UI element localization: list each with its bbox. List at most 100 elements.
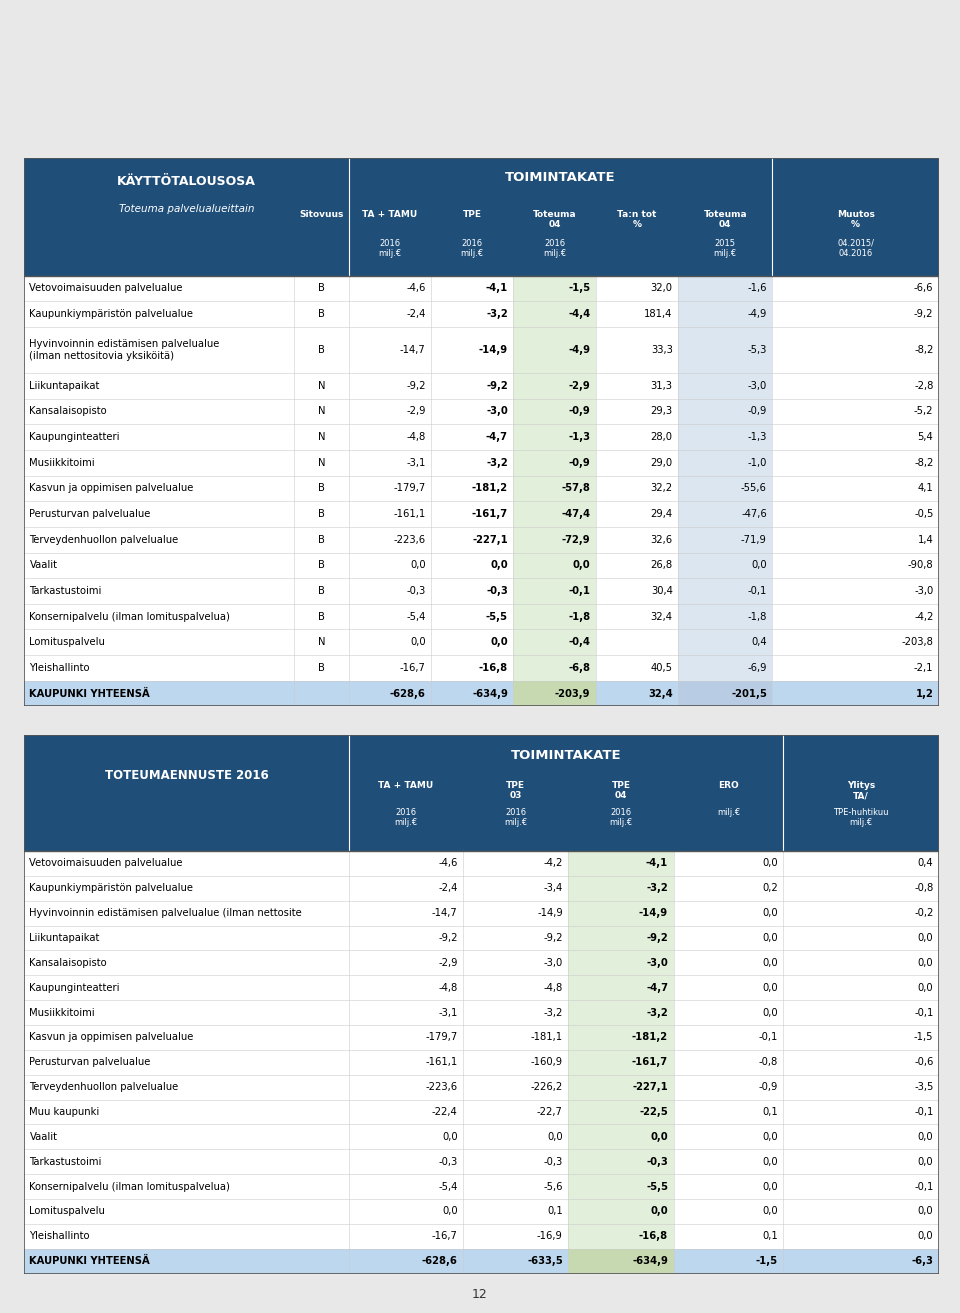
Bar [24, 373, 939, 399]
Bar [24, 399, 939, 424]
Bar [568, 1249, 674, 1274]
Text: TA + TAMU: TA + TAMU [362, 210, 418, 219]
Text: -9,2: -9,2 [486, 381, 508, 391]
Text: -0,3: -0,3 [486, 586, 508, 596]
Text: 29,0: 29,0 [651, 458, 673, 467]
Text: Vetovoimaisuuden palvelualue: Vetovoimaisuuden palvelualue [30, 859, 183, 868]
Bar [514, 629, 596, 655]
Bar [568, 1174, 674, 1199]
Text: Kansalaisopisto: Kansalaisopisto [30, 407, 108, 416]
Text: Kaupunkiympäristön palvelualue: Kaupunkiympäristön palvelualue [30, 309, 194, 319]
Text: 0,0: 0,0 [651, 1207, 668, 1216]
Text: 0,0: 0,0 [442, 1207, 458, 1216]
Text: 0,0: 0,0 [491, 561, 508, 570]
Text: B: B [318, 612, 324, 621]
Text: 2016
milj.€: 2016 milj.€ [395, 807, 418, 827]
Text: Perusturvan palvelualue: Perusturvan palvelualue [30, 509, 151, 519]
Text: -1,5: -1,5 [914, 1032, 933, 1043]
Text: -8,2: -8,2 [914, 458, 933, 467]
Text: 0,1: 0,1 [762, 1107, 778, 1117]
Text: -16,8: -16,8 [639, 1232, 668, 1241]
Text: 0,0: 0,0 [547, 1132, 563, 1142]
Text: Liikuntapaikat: Liikuntapaikat [30, 934, 100, 943]
Text: Musiikkitoimi: Musiikkitoimi [30, 458, 95, 467]
Text: 0,0: 0,0 [918, 1232, 933, 1241]
Bar [678, 424, 773, 450]
Text: 32,6: 32,6 [651, 534, 673, 545]
Bar [514, 655, 596, 680]
Text: 2015
milj.€: 2015 milj.€ [713, 239, 737, 259]
Bar [24, 876, 939, 901]
Text: 32,4: 32,4 [648, 688, 673, 699]
Text: -4,7: -4,7 [646, 982, 668, 993]
Text: 1,2: 1,2 [916, 688, 933, 699]
Text: Lomituspalvelu: Lomituspalvelu [30, 637, 106, 647]
Text: -4,8: -4,8 [543, 982, 563, 993]
Bar [24, 424, 939, 450]
Text: -3,2: -3,2 [646, 1007, 668, 1018]
Text: -0,3: -0,3 [439, 1157, 458, 1167]
Text: -0,1: -0,1 [914, 1007, 933, 1018]
Text: -4,1: -4,1 [646, 859, 668, 868]
Text: -4,9: -4,9 [748, 309, 767, 319]
Bar [568, 1075, 674, 1099]
Text: -0,8: -0,8 [914, 884, 933, 893]
Text: -6,9: -6,9 [748, 663, 767, 674]
Text: 29,4: 29,4 [651, 509, 673, 519]
Bar [24, 450, 939, 475]
Text: Tarkastustoimi: Tarkastustoimi [30, 1157, 102, 1167]
Text: -4,4: -4,4 [568, 309, 590, 319]
Text: Kaupunginteatteri: Kaupunginteatteri [30, 432, 120, 442]
Text: 0,1: 0,1 [547, 1207, 563, 1216]
Text: -16,8: -16,8 [479, 663, 508, 674]
Text: 28,0: 28,0 [651, 432, 673, 442]
Text: -3,2: -3,2 [486, 309, 508, 319]
Text: -0,9: -0,9 [568, 407, 590, 416]
Text: -3,0: -3,0 [646, 958, 668, 968]
Bar [678, 475, 773, 502]
Text: -0,4: -0,4 [568, 637, 590, 647]
Bar [24, 553, 939, 578]
Text: -2,8: -2,8 [914, 381, 933, 391]
Text: -4,8: -4,8 [439, 982, 458, 993]
Text: 31,3: 31,3 [651, 381, 673, 391]
Text: Tarkastustoimi: Tarkastustoimi [30, 586, 102, 596]
Text: N: N [318, 458, 325, 467]
Text: TPE
03: TPE 03 [506, 781, 525, 801]
Bar [24, 976, 939, 1001]
Text: -4,6: -4,6 [439, 859, 458, 868]
Text: -6,3: -6,3 [911, 1257, 933, 1266]
Text: -0,3: -0,3 [646, 1157, 668, 1167]
Text: -179,7: -179,7 [425, 1032, 458, 1043]
Text: -160,9: -160,9 [531, 1057, 563, 1067]
Text: -6,6: -6,6 [914, 284, 933, 293]
Text: 0,0: 0,0 [918, 1132, 933, 1142]
Text: Kaupunkiympäristön palvelualue: Kaupunkiympäristön palvelualue [30, 884, 194, 893]
Text: -0,1: -0,1 [914, 1107, 933, 1117]
Text: 1,4: 1,4 [918, 534, 933, 545]
Text: -47,4: -47,4 [562, 509, 590, 519]
Text: -0,1: -0,1 [568, 586, 590, 596]
Text: -47,6: -47,6 [741, 509, 767, 519]
Bar [678, 399, 773, 424]
Text: -3,2: -3,2 [646, 884, 668, 893]
Bar [24, 527, 939, 553]
Bar [568, 876, 674, 901]
Text: Vetovoimaisuuden palvelualue: Vetovoimaisuuden palvelualue [30, 284, 183, 293]
Text: 0,1: 0,1 [762, 1232, 778, 1241]
Text: -16,7: -16,7 [399, 663, 425, 674]
Bar [568, 1224, 674, 1249]
Text: -3,0: -3,0 [486, 407, 508, 416]
Bar [24, 1199, 939, 1224]
Bar [24, 158, 939, 276]
Text: -161,1: -161,1 [425, 1057, 458, 1067]
Text: -223,6: -223,6 [425, 1082, 458, 1092]
Text: Musiikkitoimi: Musiikkitoimi [30, 1007, 95, 1018]
Text: N: N [318, 432, 325, 442]
Bar [24, 475, 939, 502]
Text: -203,9: -203,9 [555, 688, 590, 699]
Bar [24, 1249, 939, 1274]
Text: -57,8: -57,8 [562, 483, 590, 494]
Text: TA + TAMU: TA + TAMU [378, 781, 434, 790]
Text: Kansalaisopisto: Kansalaisopisto [30, 958, 108, 968]
